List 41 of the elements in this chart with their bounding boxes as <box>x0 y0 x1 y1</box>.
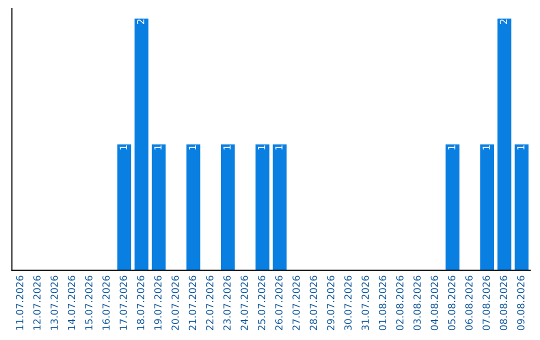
x-tick-label: 26.07.2026 <box>275 276 283 330</box>
x-tick-label: 06.08.2026 <box>465 276 473 330</box>
x-tick-label: 31.07.2026 <box>362 276 369 330</box>
x-tick-label: 08.08.2026 <box>500 276 508 330</box>
data-label: 1 <box>223 145 231 150</box>
x-tick-label: 09.08.2026 <box>517 276 524 330</box>
data-label: 1 <box>188 145 196 150</box>
x-tick-label: 20.07.2026 <box>172 276 179 330</box>
data-label: 1 <box>275 145 282 150</box>
x-tick-label: 17.07.2026 <box>120 276 128 330</box>
x-tick-label: 23.07.2026 <box>223 276 231 330</box>
x-tick-label: 25.07.2026 <box>258 276 266 330</box>
x-tick-label: 29.07.2026 <box>327 276 334 330</box>
data-label: 1 <box>258 145 266 150</box>
x-tick-label: 18.07.2026 <box>136 276 144 330</box>
x-tick-label: 02.08.2026 <box>396 276 404 330</box>
x-tick-label: 21.07.2026 <box>188 276 196 330</box>
data-label: 2 <box>136 20 144 24</box>
x-tick-label: 24.07.2026 <box>240 276 248 330</box>
x-tick-label: 01.08.2026 <box>378 276 386 330</box>
x-tick-label: 28.07.2026 <box>310 276 318 330</box>
x-tick-label: 16.07.2026 <box>102 276 110 330</box>
data-label: 1 <box>120 145 127 150</box>
x-tick-label: 19.07.2026 <box>154 276 162 330</box>
x-tick-label: 22.07.2026 <box>206 276 214 330</box>
x-tick-label: 27.07.2026 <box>292 276 300 330</box>
data-label: 1 <box>448 145 456 150</box>
data-label: 1 <box>517 145 524 150</box>
data-label: 1 <box>482 145 490 150</box>
x-tick-label: 11.07.2026 <box>16 276 24 330</box>
x-tick-label: 03.08.2026 <box>413 276 421 330</box>
x-tick-label: 05.08.2026 <box>448 276 456 330</box>
x-tick-label: 15.07.2026 <box>85 276 92 330</box>
x-tick-label: 04.08.2026 <box>430 276 438 330</box>
x-tick-label: 14.07.2026 <box>68 276 76 330</box>
x-tick-label: 13.07.2026 <box>50 276 58 330</box>
x-tick-label: 12.07.2026 <box>33 276 41 330</box>
data-label: 2 <box>500 20 508 24</box>
x-tick-label: 07.08.2026 <box>482 276 490 330</box>
data-label: 1 <box>154 145 162 150</box>
x-tick-label: 30.07.2026 <box>344 276 352 330</box>
